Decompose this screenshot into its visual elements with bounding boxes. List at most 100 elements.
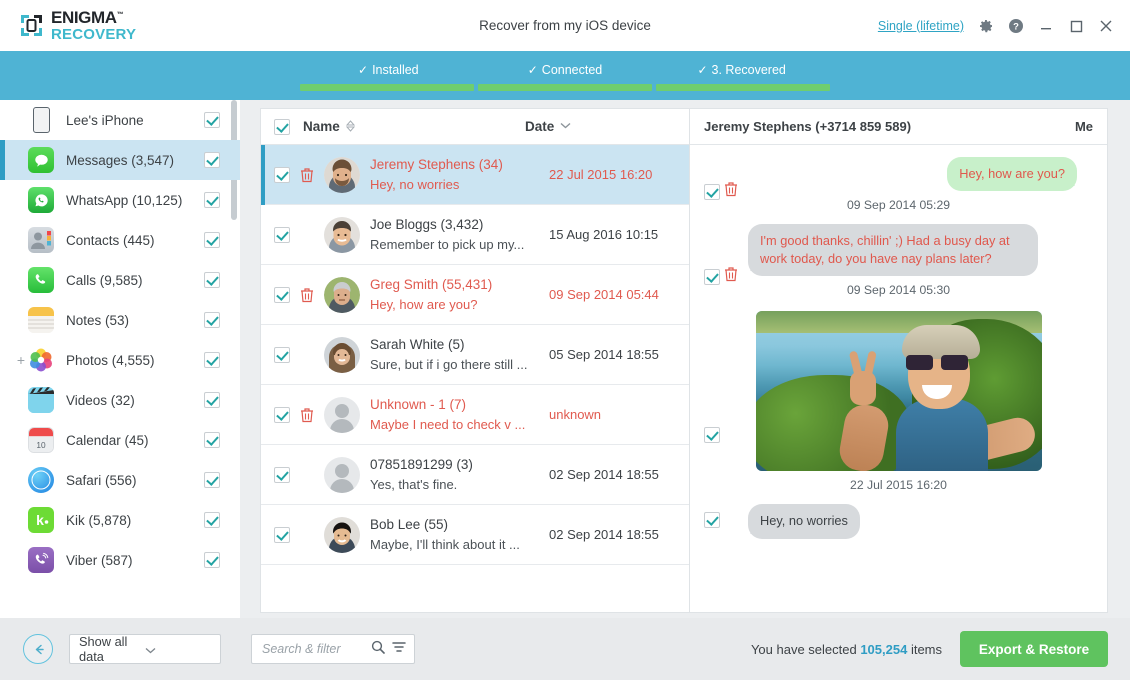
message-controls [704,181,738,202]
row-checkbox[interactable] [274,406,290,423]
sidebar-item-calls[interactable]: Calls (9,585) [0,260,240,300]
sidebar-checkbox[interactable] [204,552,220,568]
sidebar-item-photos[interactable]: + Photos (4,555) [0,340,240,380]
selection-prefix: You have selected [750,641,861,657]
calls-icon [28,267,54,293]
selection-summary: You have selected 105,254 items [751,642,942,657]
column-header-date[interactable]: Date [525,119,571,134]
delete-icon[interactable] [724,266,738,287]
delete-icon[interactable] [294,407,320,423]
sidebar-checkbox[interactable] [204,352,220,368]
row-name: Joe Bloggs (3,432) [370,217,484,232]
row-date: 22 Jul 2015 16:20 [549,167,653,182]
sidebar-item-videos[interactable]: Videos (32) [0,380,240,420]
sidebar-checkbox[interactable] [204,392,220,408]
sidebar-item-safari[interactable]: Safari (556) [0,460,240,500]
row-preview: Maybe, I'll think about it ... [370,537,520,552]
maximize-icon[interactable] [1068,18,1084,34]
bottom-toolbar: Show all data You have selected 105,254 … [0,618,1130,680]
select-all-checkbox[interactable] [274,118,290,135]
sidebar-checkbox[interactable] [204,432,220,448]
gear-icon[interactable] [978,18,994,34]
sidebar-item-whatsapp[interactable]: WhatsApp (10,125) [0,180,240,220]
table-row[interactable]: Jeremy Stephens (34) Hey, no worries 22 … [261,145,689,205]
row-checkbox[interactable] [274,286,290,303]
sidebar-item-viber[interactable]: Viber (587) [0,540,240,580]
step-connected: ✓ Connected [477,61,654,79]
row-name: Jeremy Stephens (34) [370,157,503,172]
filter-select[interactable]: Show all data [69,634,221,664]
table-row[interactable]: Bob Lee (55) Maybe, I'll think about it … [261,505,689,565]
sidebar-item-messages[interactable]: Messages (3,547) [0,140,240,180]
delete-icon[interactable] [294,287,320,303]
title-bar-controls: Single (lifetime) ? [878,18,1114,34]
help-icon[interactable]: ? [1008,18,1024,34]
sidebar-item-notes[interactable]: Notes (53) [0,300,240,340]
message-checkbox[interactable] [704,268,720,285]
sidebar-checkbox[interactable] [204,152,220,168]
sidebar-item-label: Calendar (45) [66,432,149,448]
export-restore-button[interactable]: Export & Restore [960,631,1108,667]
back-button[interactable] [23,634,53,664]
chevron-down-icon[interactable] [145,642,211,657]
row-content: Sarah White (5) Sure, but if i go there … [370,337,549,372]
sidebar-checkbox[interactable] [204,472,220,488]
sidebar-checkbox[interactable] [204,312,220,328]
logo-primary-text: ENIGMA™ [51,8,124,27]
search-filter-box[interactable] [251,634,415,664]
search-icon[interactable] [371,640,385,659]
message-checkbox[interactable] [704,427,720,444]
row-checkbox[interactable] [274,166,290,183]
table-row[interactable]: Unknown - 1 (7) Maybe I need to check v … [261,385,689,445]
avatar [324,516,360,553]
step-installed: ✓ Installed [300,61,477,79]
expander-plus-icon[interactable]: + [16,352,26,368]
table-row[interactable]: Joe Bloggs (3,432) Remember to pick up m… [261,205,689,265]
contacts-icon [28,227,54,253]
sidebar: Lee's iPhone Messages (3,547) WhatsApp (… [0,100,240,618]
message-checkbox[interactable] [704,512,720,529]
filter-icon[interactable] [392,640,406,659]
sidebar-item-calendar[interactable]: 10 Calendar (45) [0,420,240,460]
photo-attachment[interactable] [755,311,1042,472]
sidebar-item-contacts[interactable]: Contacts (445) [0,220,240,260]
chat-peer-name: Jeremy Stephens (+3714 859 589) [704,119,912,134]
sidebar-checkbox[interactable] [204,272,220,288]
row-checkbox[interactable] [274,346,290,363]
search-input[interactable] [262,642,371,656]
table-row[interactable]: Sarah White (5) Sure, but if i go there … [261,325,689,385]
sidebar-item-kik[interactable]: k Kik (5,878) [0,500,240,540]
chevron-down-icon[interactable] [560,122,571,131]
avatar [324,156,360,193]
sidebar-checkbox[interactable] [204,192,220,208]
license-link[interactable]: Single (lifetime) [877,18,964,33]
attachment-wrap [690,309,1107,472]
bubble-row: Hey, how are you? [690,157,1107,192]
sidebar-checkbox[interactable] [204,512,220,528]
iphone-icon [28,107,54,133]
row-checkbox[interactable] [274,466,290,483]
sort-toggle-icon[interactable] [345,119,355,134]
message-controls [704,427,720,444]
row-checkbox[interactable] [274,226,290,243]
sidebar-checkbox[interactable] [204,232,220,248]
delete-icon[interactable] [294,167,320,183]
delete-icon[interactable] [724,181,738,202]
close-icon[interactable] [1098,18,1114,34]
minimize-icon[interactable] [1038,18,1054,34]
row-checkbox[interactable] [274,526,290,543]
sidebar-item-device[interactable]: Lee's iPhone [0,100,240,140]
sidebar-item-label: Calls (9,585) [66,272,143,288]
sidebar-item-label: WhatsApp (10,125) [66,192,183,208]
page-title: Recover from my iOS device [479,18,651,33]
message-timestamp: 09 Sep 2014 05:30 [846,283,950,298]
message-controls [704,266,738,287]
chat-me-label: Me [1074,119,1093,134]
message-checkbox[interactable] [704,183,720,200]
sidebar-checkbox[interactable] [204,112,220,128]
sidebar-item-label: Messages (3,547) [66,152,175,168]
step-label-text: Installed [372,63,419,77]
column-header-name[interactable]: Name [303,119,525,134]
table-row[interactable]: 07851891299 (3) Yes, that's fine. 02 Sep… [261,445,689,505]
table-row[interactable]: Greg Smith (55,431) Hey, how are you? 09… [261,265,689,325]
